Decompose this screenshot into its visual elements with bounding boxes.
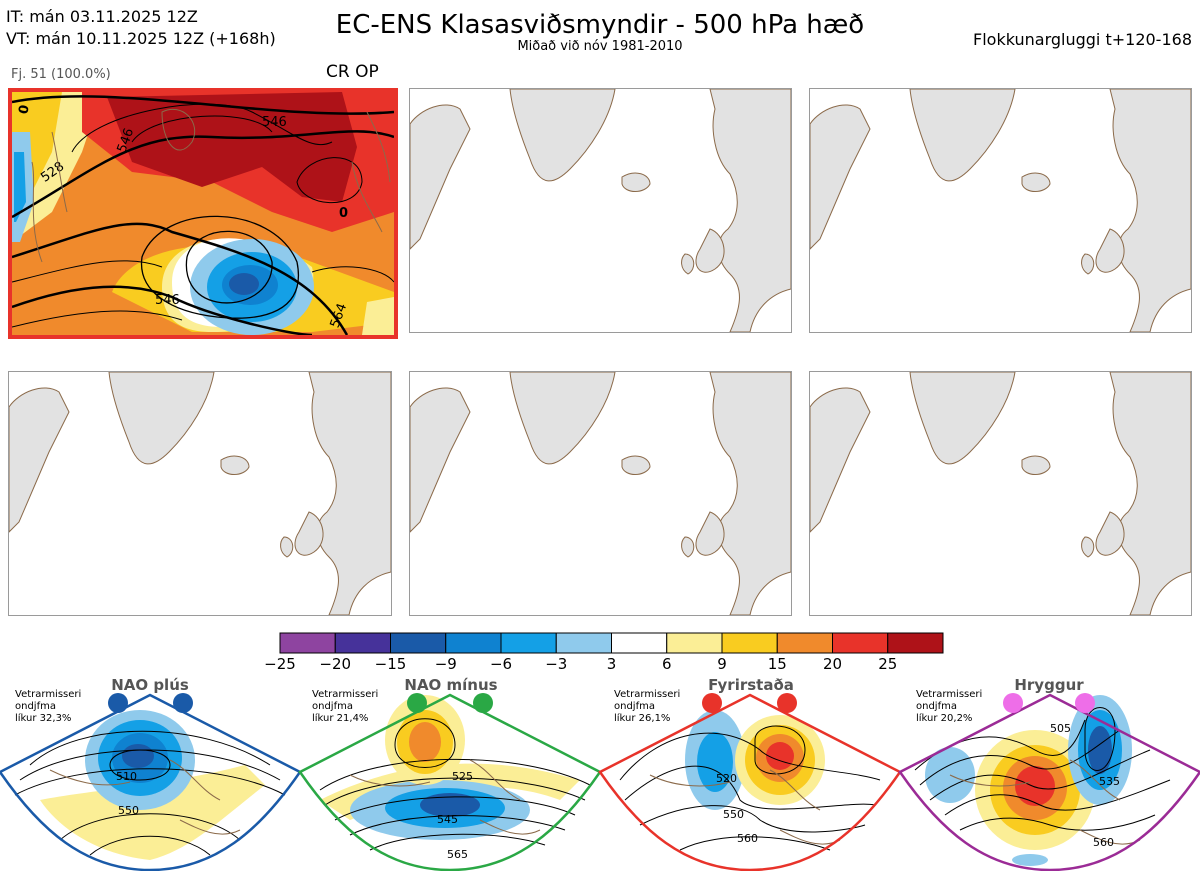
- regime-marker-dot: [1003, 693, 1023, 713]
- colorbar-bin: [555, 632, 612, 654]
- colorbar-tick-label: −3: [545, 655, 568, 673]
- colorbar-tick-label: 3: [606, 655, 617, 673]
- empty-map: [810, 89, 1191, 332]
- regime-note-months: ondjfma: [614, 701, 655, 712]
- regime-map-nao-minus: 525 545 565: [298, 693, 602, 871]
- regime-note-months: ondjfma: [15, 701, 56, 712]
- issue-times: IT: mán 03.11.2025 12Z VT: mán 10.11.202…: [6, 6, 276, 50]
- colorbar-bin: [500, 632, 557, 654]
- page-title: EC-ENS Klasasviðsmyndir - 500 hPa hæð: [335, 10, 865, 40]
- regime-marker-dot: [173, 693, 193, 713]
- cluster-map-panel-empty[interactable]: [409, 88, 792, 333]
- regime-note-months: ondjfma: [916, 701, 957, 712]
- regime-contour-label: 510: [116, 770, 137, 783]
- colorbar-tick-label: 20: [822, 655, 843, 673]
- colorbar-tick-label: −15: [374, 655, 407, 673]
- contour-label: 546: [155, 293, 180, 308]
- regime-note-months: ondjfma: [312, 701, 353, 712]
- initial-time: IT: mán 03.11.2025 12Z: [6, 7, 198, 26]
- regime-marker-dot: [407, 693, 427, 713]
- regime-map-blocking: 520 550 560: [598, 693, 902, 871]
- page-subtitle: Miðað við nóv 1981-2010: [517, 39, 683, 54]
- regime-title: NAO plús: [111, 676, 189, 694]
- empty-map: [810, 372, 1191, 615]
- regime-contour-label: 565: [447, 848, 468, 861]
- contour-label: 546: [262, 115, 287, 130]
- regime-note-season: Vetrarmisseri: [916, 689, 983, 700]
- regime-note-season: Vetrarmisseri: [312, 689, 379, 700]
- colorbar-tick-label: −20: [319, 655, 352, 673]
- regime-note: Vetrarmisseri ondjfma líkur 20,2%: [916, 689, 982, 725]
- colorbar-tick-label: 15: [767, 655, 787, 673]
- regime-marker-dot: [777, 693, 797, 713]
- empty-map: [410, 372, 791, 615]
- empty-map: [9, 372, 391, 615]
- regime-note-probability: líkur 21,4%: [312, 713, 369, 724]
- regime-note-season: Vetrarmisseri: [614, 689, 681, 700]
- regime-title: Fyrirstaða: [708, 676, 794, 694]
- cluster-flags: CR OP: [326, 62, 379, 82]
- member-count-label: Fj. 51 (100.0%): [11, 67, 111, 82]
- regime-map-nao-plus: 510 550: [0, 693, 302, 871]
- regime-marker-dot: [702, 693, 722, 713]
- regime-title: Hryggur: [1014, 676, 1084, 694]
- regime-note: Vetrarmisseri ondjfma líkur 32,3%: [15, 689, 81, 725]
- colorbar-bin: [445, 632, 502, 654]
- contour-label: 0: [16, 104, 32, 116]
- empty-map: [410, 89, 791, 332]
- colorbar-bin: [832, 632, 889, 654]
- cluster-map-panel[interactable]: 546 546 546 528 564 0 0: [8, 88, 398, 339]
- regime-note-probability: líkur 32,3%: [15, 713, 72, 724]
- regime-contour-label: 505: [1050, 722, 1071, 735]
- colorbar-bin: [611, 632, 668, 654]
- regime-marker-dot: [473, 693, 493, 713]
- colorbar-tick-label: −25: [264, 655, 296, 673]
- cluster-map-panel-empty[interactable]: [409, 371, 792, 616]
- cluster-map-panel-empty[interactable]: [809, 371, 1192, 616]
- valid-time: VT: mán 10.11.2025 12Z (+168h): [6, 29, 276, 48]
- regime-note-probability: líkur 26,1%: [614, 713, 671, 724]
- regime-panels: 510 550 525 545 565: [0, 693, 1200, 871]
- regime-contour-label: 520: [716, 772, 737, 785]
- regime-marker-dot: [1075, 693, 1095, 713]
- regime-note: Vetrarmisseri ondjfma líkur 26,1%: [614, 689, 680, 725]
- regime-contour-label: 560: [1093, 836, 1114, 849]
- colorbar-bin: [721, 632, 778, 654]
- colorbar-bin: [334, 632, 391, 654]
- colorbar-bin: [390, 632, 447, 654]
- regime-note-probability: líkur 20,2%: [916, 713, 973, 724]
- regime-contour-label: 550: [118, 804, 139, 817]
- cluster-map-panel-empty[interactable]: [809, 88, 1192, 333]
- colorbar-bin: [776, 632, 833, 654]
- regime-contour-label: 560: [737, 832, 758, 845]
- colorbar-tick-label: 25: [878, 655, 898, 673]
- cluster-map-panel-empty[interactable]: [8, 371, 392, 616]
- colorbar-tick-label: −6: [489, 655, 513, 673]
- regime-contour-label: 535: [1099, 775, 1120, 788]
- colorbar-bin: [666, 632, 723, 654]
- regime-title: NAO mínus: [404, 676, 498, 694]
- colorbar-tick-label: 9: [717, 655, 727, 673]
- colorbar-tick-label: 6: [661, 655, 672, 673]
- regime-contour-label: 525: [452, 770, 473, 783]
- colorbar-bin: [279, 632, 336, 654]
- regime-note-season: Vetrarmisseri: [15, 689, 82, 700]
- colorbar: [279, 632, 944, 654]
- colorbar-tick-label: −9: [434, 655, 457, 673]
- regime-contour-label: 550: [723, 808, 744, 821]
- classification-window: Flokkunargluggi t+120-168: [973, 30, 1192, 49]
- contour-label: 0: [339, 206, 348, 221]
- cluster-anomaly-map: 546 546 546 528 564 0 0: [12, 92, 394, 335]
- regime-map-ridge: 505 535 560: [898, 693, 1200, 871]
- regime-contour-label: 545: [437, 813, 458, 826]
- colorbar-bin: [887, 632, 944, 654]
- regime-note: Vetrarmisseri ondjfma líkur 21,4%: [312, 689, 378, 725]
- regime-marker-dot: [108, 693, 128, 713]
